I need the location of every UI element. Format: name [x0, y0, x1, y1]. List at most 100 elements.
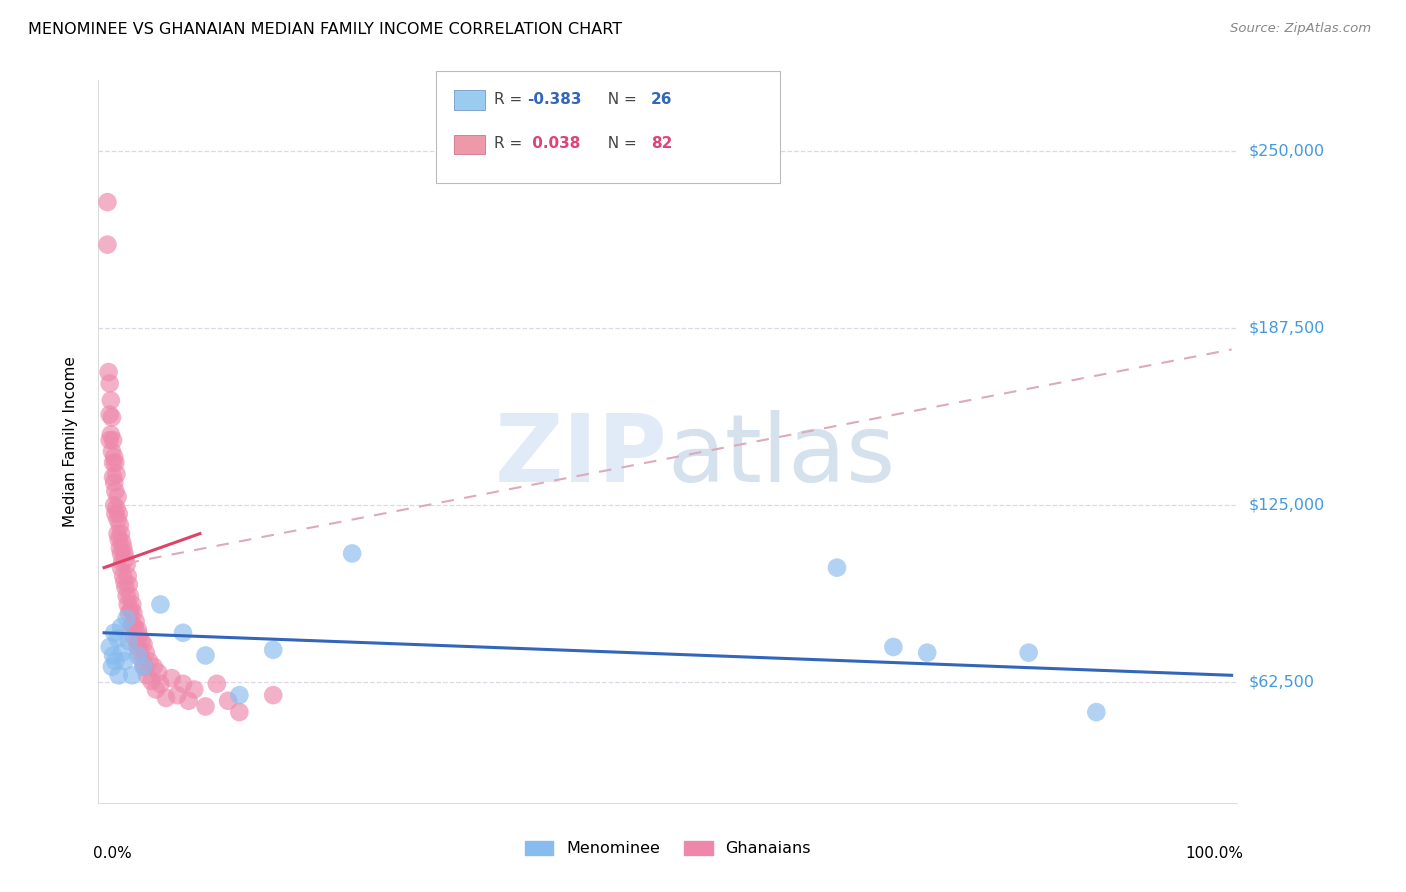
- Text: $125,000: $125,000: [1249, 498, 1324, 513]
- Point: [132, 637, 155, 651]
- Text: $62,500: $62,500: [1249, 675, 1315, 690]
- Point: [103, 625, 125, 640]
- Point: [127, 640, 149, 654]
- Point: [149, 598, 172, 612]
- Point: [110, 560, 132, 574]
- Point: [107, 507, 129, 521]
- Point: [110, 620, 132, 634]
- Point: [131, 654, 153, 668]
- Point: [107, 526, 129, 541]
- Point: [117, 569, 139, 583]
- Point: [101, 433, 124, 447]
- Point: [121, 598, 143, 612]
- Point: [104, 484, 127, 499]
- Point: [172, 625, 194, 640]
- Point: [100, 393, 122, 408]
- Point: [96, 195, 118, 210]
- Point: [110, 546, 132, 560]
- Point: [105, 467, 128, 482]
- Point: [112, 574, 135, 589]
- Point: [228, 705, 250, 719]
- Text: 0.0%: 0.0%: [93, 847, 132, 861]
- Point: [228, 688, 250, 702]
- Point: [114, 581, 136, 595]
- Point: [166, 688, 188, 702]
- Point: [129, 634, 152, 648]
- Point: [107, 533, 129, 547]
- Point: [915, 646, 938, 660]
- Point: [134, 660, 156, 674]
- Point: [114, 552, 136, 566]
- Point: [124, 632, 146, 646]
- Point: [98, 408, 121, 422]
- Point: [194, 648, 217, 663]
- Text: -0.383: -0.383: [527, 92, 582, 107]
- Point: [177, 694, 200, 708]
- Point: [825, 560, 848, 574]
- Point: [96, 237, 118, 252]
- Point: [1018, 646, 1040, 660]
- Text: N =: N =: [598, 92, 641, 107]
- Point: [118, 589, 141, 603]
- Point: [112, 541, 135, 555]
- Point: [135, 646, 157, 660]
- Text: $250,000: $250,000: [1249, 144, 1324, 159]
- Point: [142, 660, 165, 674]
- Point: [103, 498, 125, 512]
- Point: [127, 623, 149, 637]
- Legend: Menominee, Ghanaians: Menominee, Ghanaians: [524, 840, 811, 856]
- Point: [141, 673, 163, 688]
- Point: [205, 677, 228, 691]
- Text: MENOMINEE VS GHANAIAN MEDIAN FAMILY INCOME CORRELATION CHART: MENOMINEE VS GHANAIAN MEDIAN FAMILY INCO…: [28, 22, 623, 37]
- Text: N =: N =: [598, 136, 641, 152]
- Text: 26: 26: [651, 92, 672, 107]
- Point: [103, 475, 125, 490]
- Point: [122, 606, 145, 620]
- Point: [117, 598, 139, 612]
- Point: [97, 365, 120, 379]
- Point: [101, 456, 124, 470]
- Point: [115, 558, 138, 572]
- Point: [145, 682, 167, 697]
- Point: [160, 671, 183, 685]
- Point: [135, 668, 157, 682]
- Point: [108, 518, 131, 533]
- Point: [101, 648, 124, 663]
- Point: [112, 546, 135, 560]
- Text: Source: ZipAtlas.com: Source: ZipAtlas.com: [1230, 22, 1371, 36]
- Point: [98, 640, 121, 654]
- Point: [100, 427, 122, 442]
- Point: [138, 654, 160, 668]
- Point: [118, 634, 141, 648]
- Point: [118, 577, 141, 591]
- Point: [111, 555, 134, 569]
- Point: [111, 646, 134, 660]
- Text: R =: R =: [494, 92, 527, 107]
- Point: [107, 632, 129, 646]
- Point: [107, 668, 129, 682]
- Point: [262, 642, 284, 657]
- Point: [110, 526, 132, 541]
- Text: ZIP: ZIP: [495, 410, 668, 502]
- Point: [128, 629, 150, 643]
- Point: [112, 654, 135, 668]
- Point: [149, 677, 172, 691]
- Point: [108, 541, 131, 555]
- Text: R =: R =: [494, 136, 527, 152]
- Point: [120, 620, 142, 634]
- Point: [104, 507, 127, 521]
- Text: $187,500: $187,500: [1249, 321, 1324, 335]
- Point: [103, 450, 125, 464]
- Point: [104, 654, 127, 668]
- Point: [111, 535, 134, 549]
- Text: atlas: atlas: [668, 410, 896, 502]
- Point: [148, 665, 170, 680]
- Point: [882, 640, 904, 654]
- Text: 0.038: 0.038: [527, 136, 581, 152]
- Point: [120, 603, 142, 617]
- Point: [105, 501, 128, 516]
- Text: 100.0%: 100.0%: [1185, 847, 1243, 861]
- Point: [101, 444, 124, 458]
- Point: [112, 569, 135, 583]
- Point: [121, 668, 143, 682]
